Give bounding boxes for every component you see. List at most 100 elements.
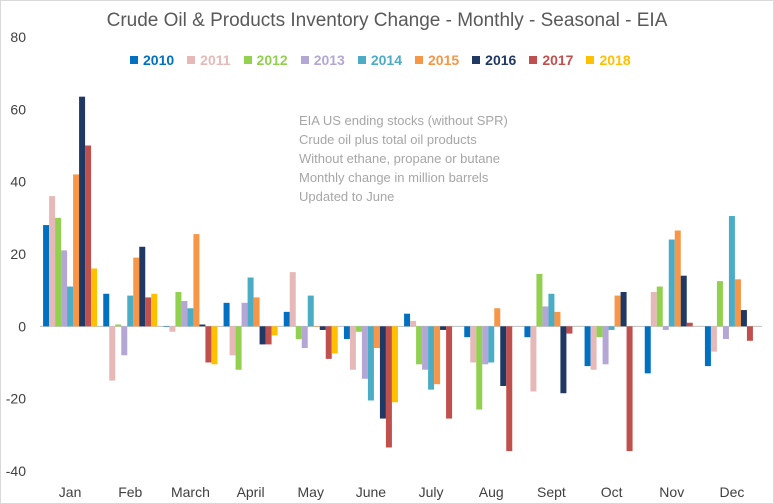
- bar-2014-march: [187, 308, 194, 327]
- legend-swatch: [130, 56, 138, 64]
- legend-label: 2018: [599, 52, 631, 68]
- bar-2016-aug: [500, 326, 507, 387]
- bar-2015-june: [373, 326, 380, 349]
- legend-item-2014: 2014: [357, 52, 402, 68]
- legend-swatch: [472, 56, 481, 64]
- bar-2011-july: [410, 320, 417, 327]
- bar-2014-oct: [608, 326, 615, 330]
- bar-2010-june: [343, 326, 350, 339]
- legend-label: 2013: [313, 52, 345, 68]
- bar-2016-feb: [139, 246, 146, 327]
- legend-label: 2010: [143, 52, 175, 68]
- legend-label: 2012: [256, 52, 288, 68]
- bar-2014-july: [428, 326, 435, 390]
- bar-2014-sept: [548, 293, 555, 327]
- bar-2013-oct: [602, 326, 609, 365]
- bar-2012-aug: [476, 326, 483, 410]
- bar-2018-may: [331, 326, 338, 354]
- bar-2015-april: [253, 297, 260, 327]
- y-tick-label: 80: [10, 29, 26, 45]
- bar-2011-feb: [109, 326, 116, 381]
- bar-2015-march: [193, 234, 200, 327]
- bar-2010-april: [223, 302, 230, 327]
- x-tick-label: Aug: [479, 484, 504, 500]
- bar-2018-jan: [91, 268, 98, 327]
- bar-2011-june: [349, 326, 356, 370]
- legend-swatch: [187, 56, 196, 64]
- bar-2016-nov: [680, 275, 687, 327]
- legend-item-2016: 2016: [472, 52, 516, 68]
- bar-2010-oct: [584, 326, 591, 367]
- legend-label: 2011: [200, 52, 231, 68]
- bar-2012-jan: [55, 217, 62, 327]
- bar-2017-june: [385, 326, 392, 448]
- bar-2017-april: [265, 326, 272, 345]
- legend-label: 2017: [542, 52, 574, 68]
- bar-2015-may: [313, 326, 320, 327]
- bar-2011-april: [229, 326, 236, 356]
- annotation-line: Crude oil plus total oil products: [299, 132, 477, 147]
- bar-2014-dec: [728, 216, 735, 327]
- x-tick-label: June: [356, 484, 387, 500]
- bar-2016-oct: [620, 291, 627, 327]
- bar-2010-aug: [464, 326, 471, 338]
- x-tick-label: Nov: [659, 484, 684, 500]
- bar-2017-nov: [686, 322, 693, 327]
- bar-2011-oct: [590, 326, 597, 370]
- bar-2017-may: [325, 326, 332, 359]
- bar-2017-feb: [145, 297, 152, 327]
- x-tick-label: May: [298, 484, 324, 500]
- bar-2015-oct: [614, 295, 621, 327]
- bar-2010-july: [404, 313, 411, 327]
- x-tick-label: Jan: [59, 484, 82, 500]
- bar-2012-june: [355, 326, 362, 332]
- bar-2016-july: [440, 326, 447, 330]
- bar-2015-aug: [494, 308, 501, 327]
- legend-item-2017: 2017: [529, 52, 573, 68]
- bar-2012-dec: [716, 281, 723, 327]
- bar-2012-april: [235, 326, 242, 370]
- bar-2013-sept: [542, 306, 549, 327]
- bar-2013-april: [241, 302, 248, 327]
- bar-2014-jan: [67, 286, 74, 327]
- legend-swatch: [586, 56, 595, 64]
- bar-2014-april: [247, 277, 254, 327]
- bar-2011-march: [169, 326, 176, 332]
- bar-2017-oct: [626, 326, 633, 452]
- legend-label: 2015: [428, 52, 460, 68]
- bar-2013-dec: [722, 326, 729, 339]
- bar-2018-feb: [151, 293, 158, 327]
- annotation-line: EIA US ending stocks (without SPR): [299, 113, 508, 128]
- legend-item-2012: 2012: [243, 52, 288, 68]
- y-tick-label: 60: [10, 101, 26, 117]
- bar-2016-march: [199, 324, 206, 327]
- annotation-line: Updated to June: [299, 189, 395, 204]
- bar-2015-feb: [133, 257, 140, 327]
- x-tick-label: July: [419, 484, 444, 500]
- bar-2017-march: [205, 326, 212, 363]
- legend-item-2010: 2010: [130, 52, 174, 68]
- bar-2013-july: [422, 326, 429, 370]
- legend-item-2015: 2015: [415, 52, 459, 68]
- bar-2014-may: [307, 295, 314, 327]
- legend-swatch: [357, 56, 366, 64]
- legend-swatch: [300, 56, 309, 64]
- bar-2010-nov: [644, 326, 651, 374]
- bar-2015-jan: [73, 174, 80, 327]
- bar-2013-aug: [482, 326, 489, 365]
- bar-2010-jan: [43, 225, 50, 327]
- bar-2015-nov: [674, 230, 681, 327]
- bar-2016-jan: [79, 96, 86, 327]
- bar-2014-june: [367, 326, 374, 401]
- bar-2011-aug: [470, 326, 477, 363]
- bar-2013-march: [181, 301, 188, 327]
- x-tick-label: March: [171, 484, 210, 500]
- legend-item-2011: 2011: [187, 52, 231, 68]
- legend-item-2013: 2013: [300, 52, 345, 68]
- bar-2013-may: [301, 326, 308, 349]
- bar-2016-may: [319, 326, 326, 330]
- legend: 2010 2011 2012 2013 2014 2015 2016 2017 2018: [130, 51, 644, 69]
- chart-annotations: EIA US ending stocks (without SPR) Crude …: [299, 111, 508, 206]
- x-tick-label: Oct: [601, 484, 623, 500]
- legend-label: 2016: [485, 52, 517, 68]
